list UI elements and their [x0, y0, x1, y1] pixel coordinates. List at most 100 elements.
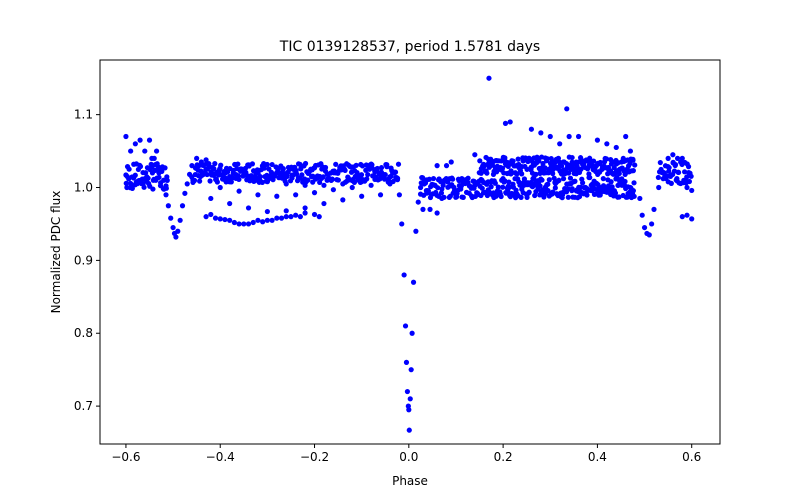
y-tick-label: 0.8	[74, 326, 93, 340]
data-point	[297, 214, 303, 220]
data-point	[377, 192, 384, 198]
data-point	[404, 388, 411, 395]
data-point	[631, 193, 637, 200]
data-point	[374, 165, 381, 172]
data-point	[236, 176, 242, 182]
data-point	[486, 75, 492, 81]
data-point	[526, 189, 532, 195]
data-point	[156, 170, 162, 176]
data-point	[508, 168, 514, 174]
data-point	[288, 214, 294, 220]
y-tick-label: 1.0	[74, 181, 93, 195]
data-point	[264, 179, 270, 185]
data-point	[255, 192, 261, 198]
y-tick-label: 0.9	[74, 253, 93, 267]
data-point	[616, 170, 622, 177]
data-point	[566, 133, 572, 140]
data-point	[123, 180, 129, 186]
data-point	[586, 171, 592, 177]
data-point	[684, 174, 690, 180]
data-point	[283, 214, 289, 220]
data-point	[557, 141, 563, 147]
data-point	[655, 174, 661, 181]
data-point	[627, 148, 634, 154]
data-point	[575, 133, 582, 140]
data-point	[413, 228, 419, 234]
data-point	[567, 175, 574, 181]
data-point	[542, 165, 548, 171]
data-point	[547, 133, 553, 140]
data-point	[685, 164, 692, 170]
data-point	[191, 177, 198, 183]
data-point	[132, 141, 138, 147]
data-point	[518, 194, 524, 200]
data-point	[569, 154, 575, 161]
y-tick-label: 0.7	[74, 399, 93, 413]
data-point	[564, 106, 570, 112]
data-point	[603, 156, 610, 162]
y-axis-label: Normalized PDC flux	[49, 191, 63, 314]
data-point	[641, 224, 648, 231]
data-point	[524, 166, 530, 172]
data-point	[611, 165, 617, 171]
data-point	[126, 166, 132, 172]
data-point	[255, 217, 261, 223]
plot-frame	[99, 59, 721, 445]
data-point	[572, 178, 578, 184]
x-axis-ticks: −0.6 −0.4 −0.2 0.0 0.2 0.4 0.6	[111, 444, 701, 464]
data-point	[558, 163, 565, 169]
data-point	[500, 184, 506, 190]
data-point	[241, 221, 247, 227]
x-tick-label: −0.4	[206, 450, 235, 464]
data-point	[689, 216, 695, 222]
data-point	[674, 155, 681, 161]
data-point	[137, 163, 144, 170]
data-point	[249, 161, 256, 167]
data-point	[550, 170, 556, 177]
data-point	[264, 208, 270, 215]
data-point	[333, 161, 339, 167]
data-point	[550, 189, 556, 195]
data-point	[560, 176, 567, 182]
data-point	[578, 166, 584, 172]
data-point	[235, 161, 241, 167]
data-point	[384, 164, 390, 170]
data-point	[686, 178, 693, 185]
data-point	[656, 184, 662, 191]
data-point	[283, 208, 289, 214]
data-point	[217, 184, 223, 191]
data-point	[168, 215, 174, 221]
data-point	[170, 224, 176, 231]
data-point	[556, 159, 563, 165]
data-point	[672, 161, 679, 168]
data-point	[321, 182, 327, 188]
data-point	[689, 187, 695, 194]
data-point	[359, 193, 365, 199]
data-point	[495, 184, 501, 190]
data-point	[353, 162, 359, 168]
data-point	[150, 186, 156, 192]
data-point	[311, 211, 318, 218]
data-point	[283, 181, 289, 187]
data-point	[552, 185, 558, 191]
data-point	[668, 180, 674, 186]
data-point	[403, 359, 410, 365]
data-point	[245, 176, 252, 182]
data-point	[528, 126, 535, 132]
data-point	[519, 171, 525, 177]
data-point	[164, 177, 170, 183]
data-point	[684, 184, 690, 191]
data-point	[293, 212, 299, 218]
data-point	[207, 178, 213, 184]
data-point	[305, 177, 311, 183]
x-tick-label: 0.4	[588, 450, 607, 464]
data-point	[231, 219, 237, 226]
data-point	[608, 179, 614, 185]
data-point	[488, 184, 494, 190]
data-point	[368, 182, 374, 188]
data-point	[538, 130, 544, 136]
data-point	[364, 176, 370, 182]
data-point	[670, 152, 676, 158]
data-point	[580, 180, 586, 186]
data-point	[302, 160, 309, 167]
